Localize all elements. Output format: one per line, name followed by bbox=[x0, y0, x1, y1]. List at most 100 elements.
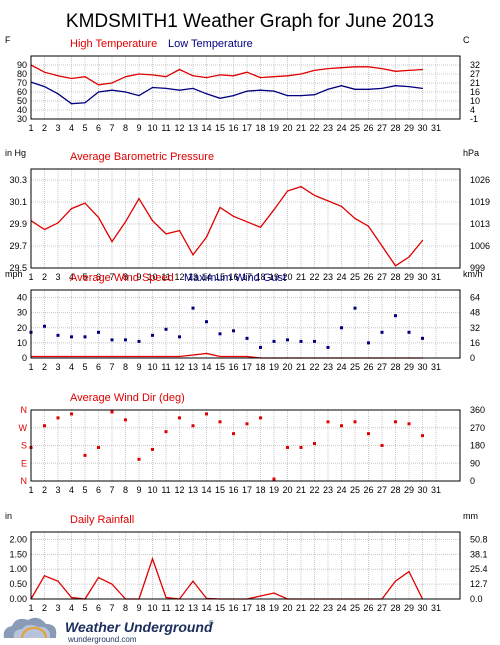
data-point bbox=[164, 430, 168, 434]
data-point bbox=[56, 416, 60, 420]
plot-frame bbox=[30, 531, 461, 600]
y-tick-label-right: 38.1 bbox=[470, 549, 488, 559]
data-point bbox=[70, 355, 73, 358]
y-tick-label-left: 50 bbox=[17, 96, 27, 106]
data-point bbox=[151, 355, 154, 358]
data-point bbox=[394, 580, 397, 582]
y-tick-label-left: N bbox=[21, 405, 28, 415]
y-tick-label-left: 29.7 bbox=[9, 241, 27, 251]
left-unit-label: F bbox=[5, 35, 11, 45]
data-point bbox=[218, 420, 222, 424]
x-tick-label: 8 bbox=[123, 485, 128, 495]
data-point bbox=[232, 432, 235, 436]
data-point bbox=[84, 76, 86, 78]
x-tick-label: 9 bbox=[136, 123, 141, 133]
x-tick-label: 17 bbox=[242, 362, 252, 372]
x-tick-label: 5 bbox=[82, 272, 87, 282]
x-tick-label: 29 bbox=[404, 362, 414, 372]
data-point bbox=[245, 336, 249, 340]
brand-trademark: ® bbox=[209, 620, 214, 627]
data-point bbox=[232, 355, 235, 358]
x-tick-label: 12 bbox=[174, 485, 184, 495]
data-point bbox=[165, 87, 167, 89]
data-point bbox=[354, 66, 356, 68]
data-point bbox=[111, 355, 113, 358]
x-tick-label: 15 bbox=[215, 362, 225, 372]
y-tick-label-right: 16 bbox=[470, 338, 480, 348]
y-tick-label-right: 16 bbox=[470, 87, 480, 97]
x-tick-label: 14 bbox=[201, 362, 211, 372]
x-tick-label: 5 bbox=[82, 123, 87, 133]
y-tick-label-right: 360 bbox=[470, 405, 485, 415]
data-point bbox=[407, 422, 411, 426]
data-point bbox=[367, 66, 370, 68]
data-point bbox=[191, 306, 195, 310]
data-point bbox=[124, 91, 127, 93]
x-tick-label: 2 bbox=[42, 485, 47, 495]
data-point bbox=[286, 75, 289, 77]
x-tick-label: 18 bbox=[255, 272, 265, 282]
data-point bbox=[151, 220, 154, 222]
x-tick-label: 21 bbox=[296, 485, 306, 495]
x-tick-label: 20 bbox=[282, 362, 292, 372]
data-point bbox=[367, 225, 370, 227]
x-tick-label: 26 bbox=[363, 485, 373, 495]
series-line bbox=[30, 81, 423, 105]
x-tick-label: 17 bbox=[242, 123, 252, 133]
x-tick-label: 26 bbox=[363, 272, 373, 282]
y-tick-label-right: 1013 bbox=[470, 219, 490, 229]
x-tick-label: 28 bbox=[390, 485, 400, 495]
data-point bbox=[394, 70, 397, 72]
legend-label: High Temperature bbox=[70, 38, 157, 50]
data-point bbox=[380, 444, 384, 447]
x-tick-label: 12 bbox=[174, 272, 184, 282]
x-tick-label: 22 bbox=[309, 362, 319, 372]
chart-panel-2: 1 2 3 4 5 6 7 8 9 10 11 12 13 14 15 16 17 18 19 20 21 22 23 24 2… bbox=[5, 148, 490, 282]
x-tick-label: 1 bbox=[28, 485, 33, 495]
data-point bbox=[259, 89, 262, 91]
x-tick-label: 1 bbox=[28, 362, 33, 372]
data-point bbox=[340, 326, 343, 330]
x-tick-label: 17 bbox=[242, 485, 252, 495]
plot-frame bbox=[30, 289, 461, 359]
data-point bbox=[138, 198, 140, 200]
data-point bbox=[164, 327, 168, 331]
y-tick-label-right: 21 bbox=[470, 78, 480, 88]
data-point bbox=[97, 216, 100, 218]
y-tick-label-left: 70 bbox=[17, 78, 27, 88]
x-tick-label: 16 bbox=[228, 272, 238, 282]
data-point bbox=[273, 76, 275, 78]
x-tick-label: 31 bbox=[431, 272, 441, 282]
data-point bbox=[259, 595, 262, 597]
x-tick-label: 20 bbox=[282, 272, 292, 282]
data-point bbox=[286, 95, 289, 97]
data-point bbox=[340, 205, 343, 207]
x-tick-label: 19 bbox=[269, 603, 279, 613]
data-point bbox=[313, 94, 316, 96]
data-point bbox=[259, 77, 262, 79]
y-tick-label-right: 64 bbox=[470, 293, 480, 303]
x-tick-label: 5 bbox=[82, 485, 87, 495]
data-point bbox=[421, 434, 424, 438]
x-tick-label: 7 bbox=[109, 362, 114, 372]
data-point bbox=[354, 88, 356, 90]
series-line bbox=[30, 64, 423, 86]
data-point bbox=[273, 209, 275, 211]
x-tick-label: 8 bbox=[123, 603, 128, 613]
data-point bbox=[110, 338, 114, 342]
x-tick-label: 7 bbox=[109, 123, 114, 133]
x-tick-label: 22 bbox=[309, 272, 319, 282]
chart-panel-1: 1 2 3 4 5 6 7 8 9 10 11 12 13 14 15 16 17 18 19 20 21 22 23 24 2… bbox=[5, 35, 480, 133]
x-tick-label: 14 bbox=[201, 123, 211, 133]
y-tick-label-left: 30.3 bbox=[9, 175, 27, 185]
data-point bbox=[313, 69, 316, 71]
data-point bbox=[394, 314, 397, 318]
data-point bbox=[340, 67, 343, 69]
data-point bbox=[97, 91, 100, 93]
y-tick-label-left: 1.00 bbox=[9, 564, 27, 574]
x-tick-label: 1 bbox=[28, 603, 33, 613]
x-tick-label: 16 bbox=[228, 123, 238, 133]
x-tick-label: 6 bbox=[96, 123, 101, 133]
data-point bbox=[367, 341, 370, 345]
x-tick-label: 17 bbox=[242, 272, 252, 282]
